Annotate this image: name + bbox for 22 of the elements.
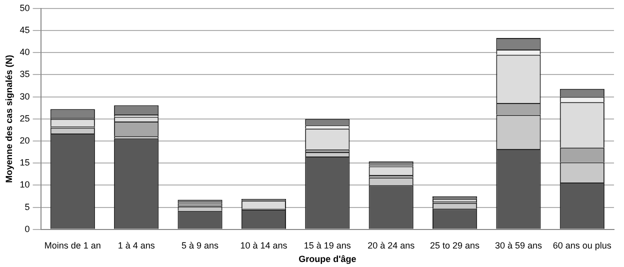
- x-tick-label: 1 à 4 ans: [118, 240, 156, 250]
- x-tick-label: 10 à 14 ans: [240, 240, 288, 250]
- x-tick-label: 30 à 59 ans: [494, 240, 542, 250]
- x-axis-title: Groupe d'âge: [298, 254, 356, 264]
- x-tick-label: 20 à 24 ans: [368, 240, 416, 250]
- y-tick-label: 15: [20, 158, 30, 168]
- y-tick-label: 35: [20, 69, 30, 80]
- y-tick-label: 10: [20, 180, 30, 190]
- y-tick-label: 45: [20, 24, 30, 35]
- x-tick-label: Moins de 1 an: [44, 240, 101, 250]
- y-tick-label: 40: [20, 47, 30, 58]
- y-tick-label: 30: [20, 91, 30, 102]
- y-tick-label: 5: [24, 202, 30, 212]
- y-tick-label: 20: [20, 135, 30, 146]
- y-tick-label: 50: [20, 2, 30, 13]
- y-tick-label: 0: [24, 224, 30, 234]
- x-tick-label: 15 à 19 ans: [304, 240, 352, 250]
- x-tick-label: 5 à 9 ans: [182, 240, 220, 250]
- x-tick-label: 25 to 29 ans: [430, 240, 480, 250]
- y-axis-title: Moyenne des cas signalés (N): [4, 54, 14, 183]
- y-tick-label: 25: [20, 113, 30, 124]
- x-tick-label: 60 ans ou plus: [552, 240, 612, 250]
